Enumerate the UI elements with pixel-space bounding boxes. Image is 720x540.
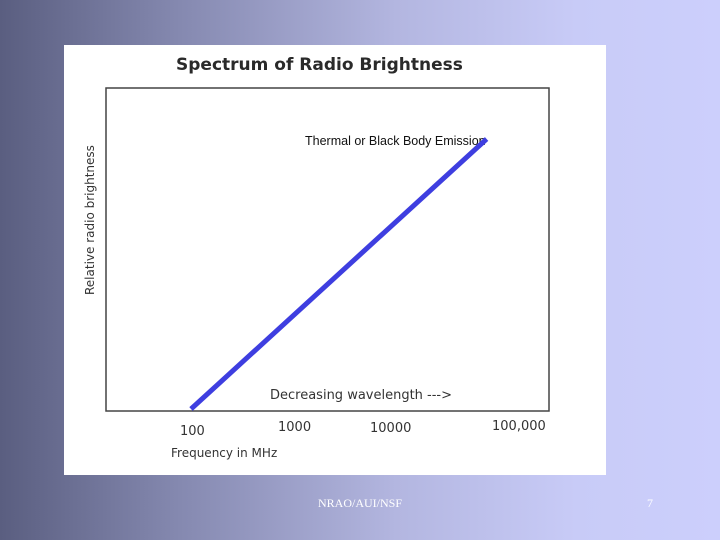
- chart-svg: Spectrum of Radio Brightness Relative ra…: [83, 55, 550, 460]
- plot-area-frame: [105, 87, 550, 412]
- x-axis-label: Frequency in MHz: [171, 446, 277, 460]
- wavelength-note: Decreasing wavelength --->: [270, 388, 452, 403]
- x-tick-label: 1000: [278, 420, 311, 435]
- chart-title: Spectrum of Radio Brightness: [176, 55, 463, 75]
- footer-credit: NRAO/AUI/NSF: [317, 496, 402, 510]
- x-tick-label: 100: [180, 424, 205, 439]
- chart-figure: Spectrum of Radio Brightness Relative ra…: [64, 45, 606, 475]
- series-line: [189, 137, 489, 411]
- series-annotation: Thermal or Black Body Emission: [305, 134, 486, 148]
- x-tick-label: 100,000: [492, 419, 546, 434]
- slide-number: 7: [647, 496, 653, 510]
- x-tick-labels: 100 1000 10000 100,000: [180, 419, 546, 439]
- series-layer: [189, 137, 489, 411]
- x-tick-label: 10000: [370, 421, 411, 436]
- y-axis-label: Relative radio brightness: [83, 145, 97, 295]
